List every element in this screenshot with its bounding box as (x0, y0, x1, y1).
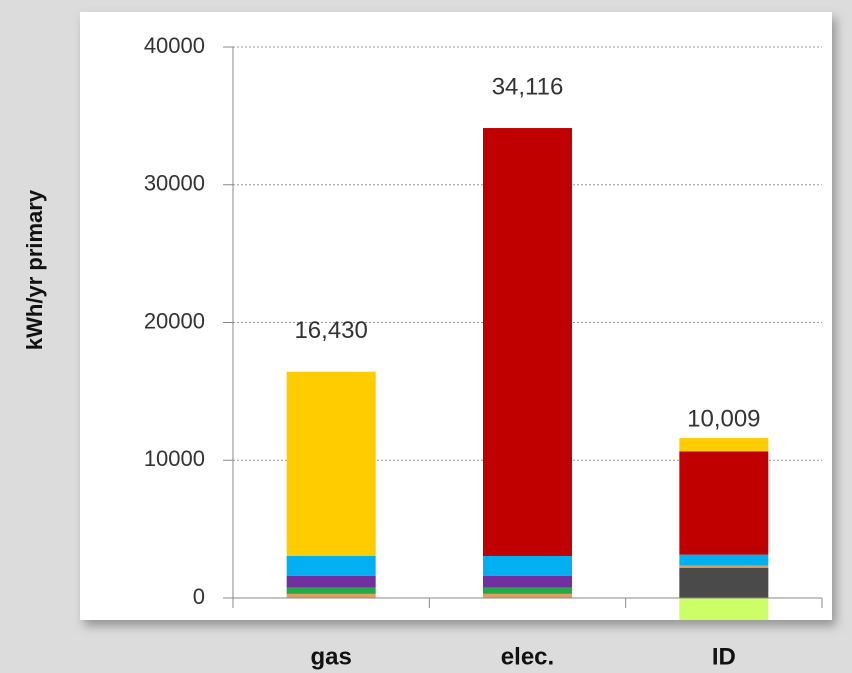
bar-segment (286, 593, 376, 598)
total-label: 10,009 (687, 405, 760, 432)
bar-segment (483, 575, 572, 588)
total-label: 16,430 (294, 317, 367, 344)
x-tick-label: elec. (501, 643, 554, 670)
x-tick-label: ID (712, 643, 736, 670)
bar-segment (679, 451, 769, 555)
y-tick-label: 0 (193, 584, 205, 609)
total-label: 34,116 (492, 73, 564, 100)
bar-segment (483, 555, 572, 576)
bar-segment (679, 554, 769, 566)
bar-segment (483, 587, 572, 594)
bar-segment (679, 438, 769, 452)
bar-segment (679, 565, 769, 568)
bar-segment (286, 371, 376, 556)
bar-segment (679, 598, 769, 621)
bar-segment (286, 575, 376, 588)
bar-segment (679, 567, 769, 598)
y-tick-label: 40000 (144, 33, 205, 58)
bar-segment (286, 587, 376, 594)
y-tick-label: 20000 (144, 308, 205, 333)
bar-segment (483, 593, 572, 598)
bar-segment (483, 128, 572, 556)
y-tick-label: 10000 (144, 446, 205, 471)
y-axis-label: kWh/yr primary (22, 189, 47, 350)
bar-segment (286, 555, 376, 576)
y-tick-label: 30000 (144, 171, 205, 196)
x-tick-label: gas (310, 643, 351, 670)
